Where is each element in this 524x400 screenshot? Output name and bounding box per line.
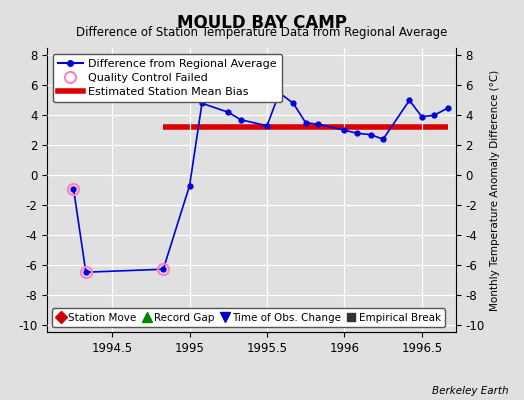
Text: Difference of Station Temperature Data from Regional Average: Difference of Station Temperature Data f… bbox=[77, 26, 447, 39]
Y-axis label: Monthly Temperature Anomaly Difference (°C): Monthly Temperature Anomaly Difference (… bbox=[490, 69, 500, 311]
Text: Berkeley Earth: Berkeley Earth bbox=[432, 386, 508, 396]
Legend: Station Move, Record Gap, Time of Obs. Change, Empirical Break: Station Move, Record Gap, Time of Obs. C… bbox=[52, 308, 445, 327]
Text: MOULD BAY CAMP: MOULD BAY CAMP bbox=[177, 14, 347, 32]
